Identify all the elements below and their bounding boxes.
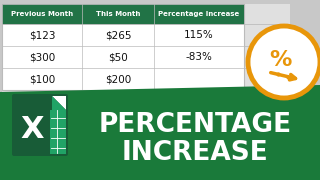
Text: 115%: 115% (184, 30, 214, 40)
Text: $50: $50 (108, 52, 128, 62)
Text: $265: $265 (105, 30, 131, 40)
Bar (2, 4, 244, 24)
FancyBboxPatch shape (12, 94, 68, 156)
Bar (50, 110, 66, 154)
Text: Percentage Increase: Percentage Increase (158, 11, 240, 17)
Text: INCREASE: INCREASE (122, 140, 268, 166)
Circle shape (248, 26, 320, 98)
Text: $123: $123 (29, 30, 55, 40)
Text: -83%: -83% (186, 52, 212, 62)
Text: This Month: This Month (96, 11, 140, 17)
Text: Previous Month: Previous Month (11, 11, 73, 17)
Polygon shape (52, 96, 66, 110)
Text: PERCENTAGE: PERCENTAGE (99, 112, 292, 138)
Polygon shape (52, 96, 66, 110)
Polygon shape (0, 85, 320, 180)
Text: $100: $100 (29, 74, 55, 84)
Text: X: X (20, 116, 44, 145)
Bar (2, 4, 290, 92)
Text: %: % (269, 50, 291, 70)
Bar (2, 4, 244, 90)
Text: $200: $200 (105, 74, 131, 84)
Text: $300: $300 (29, 52, 55, 62)
